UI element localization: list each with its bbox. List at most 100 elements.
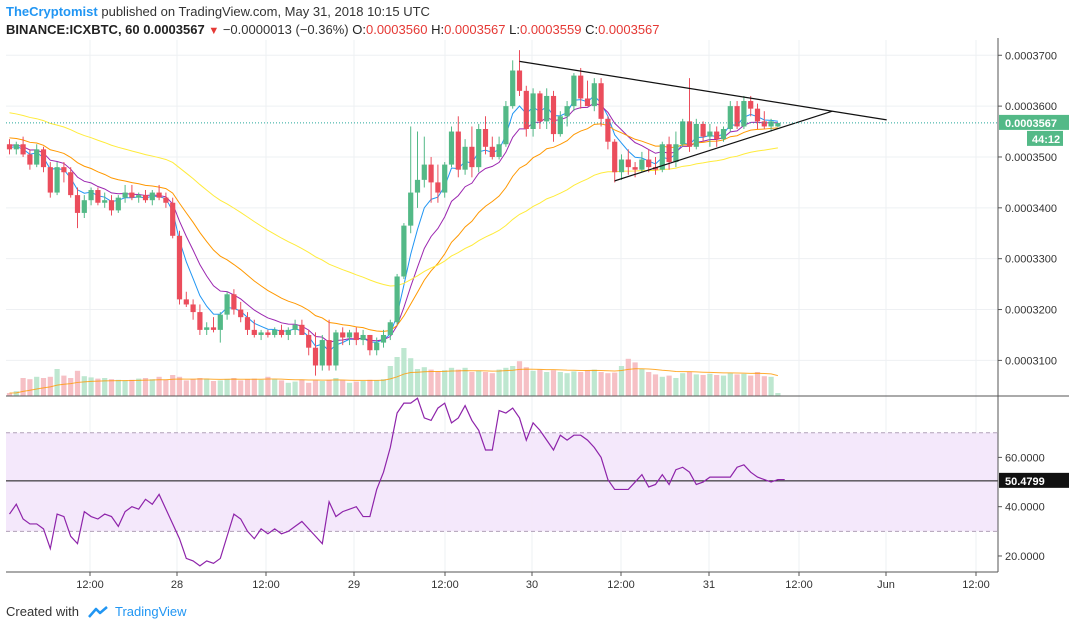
candles[interactable] [6,50,781,376]
candle[interactable] [625,159,631,168]
candle[interactable] [244,317,251,330]
candle[interactable] [646,159,652,168]
candle[interactable] [414,179,421,193]
candle[interactable] [612,141,618,173]
candle[interactable] [537,93,543,122]
candle[interactable] [727,106,733,129]
candle[interactable] [530,93,536,129]
candle[interactable] [700,123,706,137]
candle[interactable] [299,324,305,335]
candle[interactable] [292,324,298,330]
candle[interactable] [176,235,183,300]
candle[interactable] [544,95,550,122]
candle[interactable] [74,195,81,213]
candle[interactable] [306,334,312,348]
candle[interactable] [95,190,101,203]
candle[interactable] [204,327,210,330]
candle[interactable] [564,106,570,117]
candle[interactable] [367,334,373,351]
candle[interactable] [380,334,387,343]
candle[interactable] [469,146,475,168]
candle[interactable] [673,144,679,163]
tradingview-link[interactable]: TradingView [114,604,187,619]
candle[interactable] [231,294,237,310]
candle[interactable] [238,309,244,318]
candle[interactable] [278,329,285,335]
candle[interactable] [312,347,319,366]
candle[interactable] [659,144,665,170]
candle[interactable] [88,190,94,201]
candle[interactable] [333,332,339,366]
candle[interactable] [27,154,33,165]
candle[interactable] [584,98,591,107]
author-link[interactable]: TheCryptomist [6,4,98,19]
candle[interactable] [197,312,203,330]
candle[interactable] [496,144,502,157]
candle[interactable] [680,121,686,145]
candle[interactable] [666,144,672,163]
candle[interactable] [578,75,584,99]
candle[interactable] [170,202,176,236]
candle[interactable] [632,167,638,170]
candle[interactable] [741,101,747,127]
candle[interactable] [13,144,19,150]
candle[interactable] [108,200,115,211]
candle[interactable] [516,70,523,91]
candle[interactable] [455,131,461,170]
candle[interactable] [591,83,597,107]
candle[interactable] [462,146,468,170]
candle[interactable] [340,332,346,338]
candle[interactable] [353,332,359,341]
candle[interactable] [557,116,563,135]
candle[interactable] [754,108,761,122]
candle[interactable] [435,182,441,193]
candle[interactable] [489,146,495,157]
candle[interactable] [251,329,257,335]
candle[interactable] [510,70,516,107]
candle[interactable] [136,195,142,198]
candle[interactable] [476,129,482,168]
candle[interactable] [618,159,625,173]
candle[interactable] [360,334,366,341]
candle[interactable] [40,149,47,168]
candle[interactable] [6,144,13,150]
candle[interactable] [272,329,278,335]
candle[interactable] [768,121,774,127]
candle[interactable] [115,197,121,211]
candle[interactable] [346,332,353,338]
candle[interactable] [571,75,577,107]
candle[interactable] [707,131,713,137]
candle[interactable] [81,200,87,213]
candle[interactable] [20,144,26,155]
candle[interactable] [156,192,162,198]
candle[interactable] [326,340,332,366]
candle[interactable] [605,118,611,142]
candle[interactable] [401,225,407,277]
candle[interactable] [210,327,217,330]
candle[interactable] [734,106,740,127]
candle[interactable] [503,106,509,145]
candle[interactable] [224,294,230,315]
candle[interactable] [387,322,393,335]
symbol-label[interactable]: BINANCE:ICXBTC, 60 [6,22,140,37]
candle[interactable] [102,200,108,203]
candle[interactable] [442,164,448,193]
candle[interactable] [482,129,489,147]
candle[interactable] [408,192,414,226]
candle[interactable] [183,299,189,305]
candle[interactable] [720,129,727,140]
candle[interactable] [142,195,149,201]
candle[interactable] [319,340,325,366]
candle[interactable] [61,167,67,173]
candle[interactable] [129,192,135,198]
candle[interactable] [639,159,645,170]
candle[interactable] [190,304,196,313]
candle[interactable] [285,329,291,335]
candle[interactable] [693,123,699,147]
candle[interactable] [54,167,60,193]
candle[interactable] [47,167,53,193]
candle[interactable] [394,276,400,323]
candle[interactable] [34,149,40,165]
candle[interactable] [217,314,223,330]
